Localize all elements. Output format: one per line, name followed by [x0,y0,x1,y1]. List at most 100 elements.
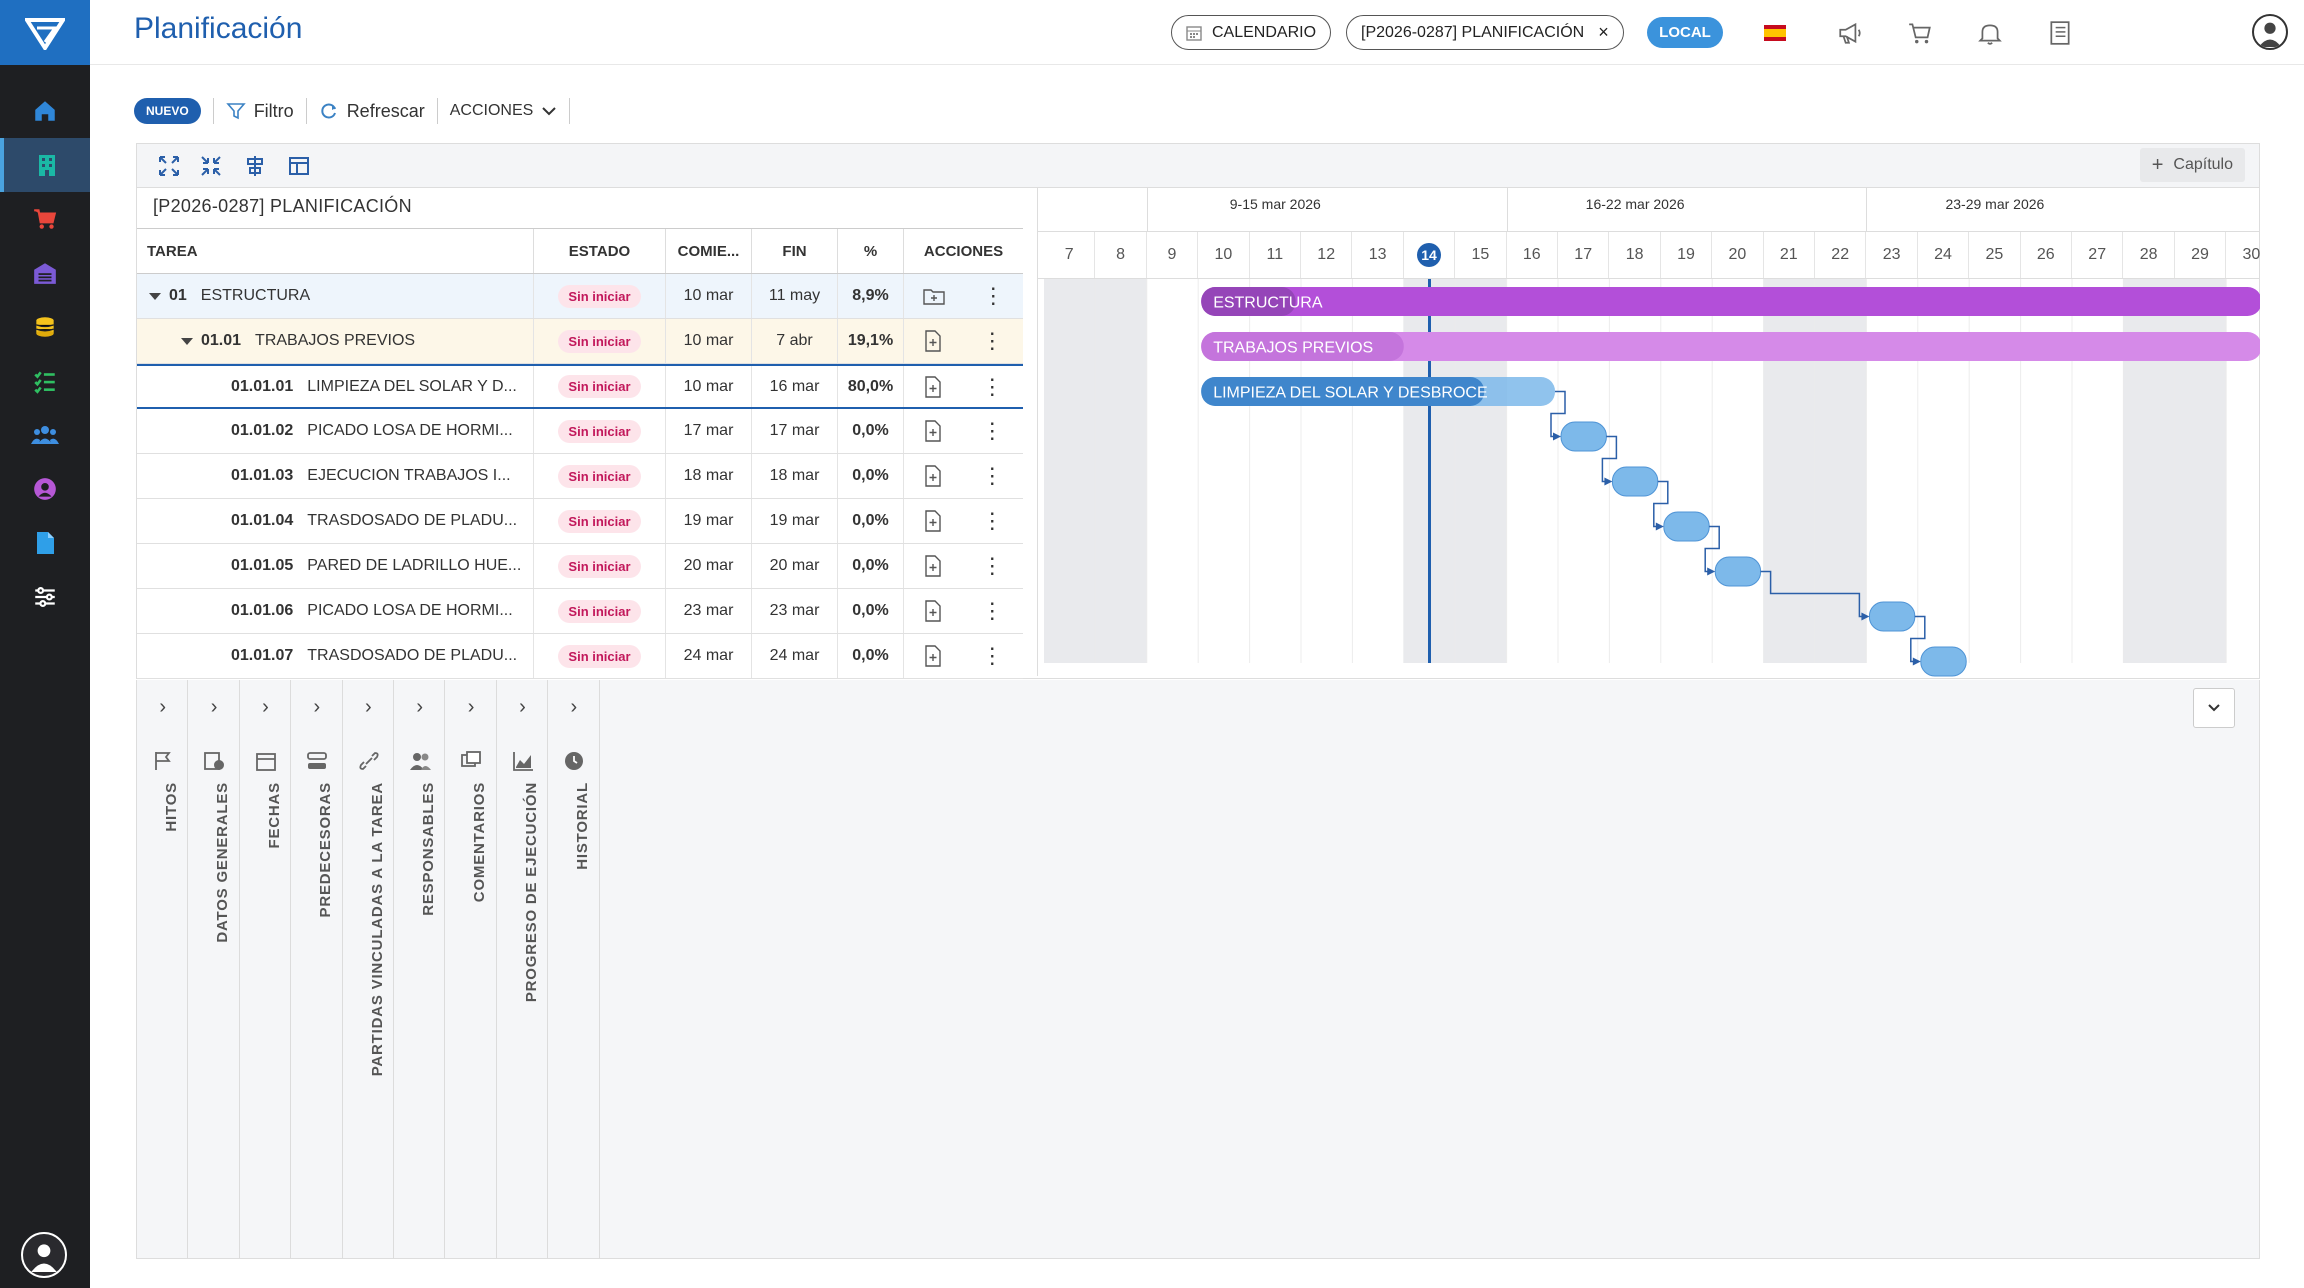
detail-tab-progreso-de-ejecución[interactable]: › PROGRESO DE EJECUCIÓN [497,680,549,1259]
col-header-estado[interactable]: ESTADO [534,229,666,273]
expand-caret-icon[interactable] [149,292,161,300]
splitter[interactable] [1037,188,1038,676]
detail-tab-responsables[interactable]: › RESPONSABLES [394,680,446,1259]
cell-tarea: 01.01.01 LIMPIEZA DEL SOLAR Y D... [137,366,534,407]
table-row[interactable]: 01.01.04 TRASDOSADO DE PLADU... Sin inicia… [137,499,1023,544]
sidebar-item-home[interactable] [0,84,90,138]
sidebar-item-finanzas[interactable] [0,300,90,354]
sidebar-item-contactos[interactable] [0,462,90,516]
cell-acciones: ⋮ [904,544,1023,588]
add-chapter-button[interactable]: + Capítulo [2139,148,2245,182]
chevron-right-icon[interactable]: › [159,696,167,718]
chevron-right-icon[interactable]: › [467,696,475,718]
language-selector[interactable] [1760,18,1790,48]
profile-avatar[interactable] [2252,14,2288,50]
filter-icon [225,103,246,120]
detail-tab-datos-generales[interactable]: › DATOS GENERALES [188,680,240,1259]
cart-button[interactable] [1905,18,1935,48]
more-options-icon[interactable]: ⋮ [981,553,1004,578]
add-document-icon[interactable] [924,465,942,487]
expand-caret-icon[interactable] [181,337,193,345]
sidebar-item-almacen[interactable] [0,246,90,300]
add-folder-icon[interactable] [923,287,945,305]
flag-icon [155,752,171,770]
calendar-chip[interactable]: CALENDARIO [1171,15,1332,50]
day-cell: 15 [1455,232,1507,278]
detail-tab-predecesoras[interactable]: › PREDECESORAS [291,680,343,1259]
top-bar: Planificación CALENDARIO [P2026-0287] PL… [90,0,2304,65]
table-row[interactable]: 01.01.03 EJECUCION TRABAJOS I... Sin inici… [137,454,1023,499]
sidebar-item-documentos[interactable] [0,516,90,570]
detail-tab-fechas[interactable]: › FECHAS [240,680,292,1259]
sidebar-item-tareas[interactable] [0,354,90,408]
chevron-right-icon[interactable]: › [570,696,578,718]
dependency-link [1910,615,1926,663]
col-header-fin[interactable]: FIN [752,229,838,273]
table-row[interactable]: 01.01.07 TRASDOSADO DE PLADU... Sin inicia… [137,634,1023,679]
chevron-right-icon[interactable]: › [313,696,321,718]
project-chip-label: [P2026-0287] PLANIFICACIÓN [1361,23,1585,41]
more-options-icon[interactable]: ⋮ [981,643,1004,668]
align-icon[interactable] [243,154,267,178]
chevron-right-icon[interactable]: › [416,696,424,718]
table-row[interactable]: 01.01.06 PICADO LOSA DE HORMI... Sin inici… [137,589,1023,634]
app-logo[interactable] [0,0,90,65]
table-row[interactable]: 01.01.01 LIMPIEZA DEL SOLAR Y D... Sin ini… [137,364,1023,409]
table-row[interactable]: 01.01.02 PICADO LOSA DE HORMI... Sin inici… [137,409,1023,454]
more-options-icon[interactable]: ⋮ [981,418,1004,443]
add-document-icon[interactable] [924,510,942,532]
more-options-icon[interactable]: ⋮ [981,328,1004,353]
refresh-button[interactable]: Refrescar [319,101,425,122]
chevron-right-icon[interactable]: › [210,696,218,718]
close-icon[interactable]: × [1598,22,1609,42]
user-avatar[interactable] [21,1232,67,1278]
expand-all-icon[interactable] [157,154,181,178]
sidebar [0,0,90,1288]
col-header-comienzo[interactable]: COMIE... [666,229,752,273]
sidebar-item-ajustes[interactable] [0,570,90,624]
table-row[interactable]: 01.01 TRABAJOS PREVIOS Sin iniciar 10 mar 7 … [137,319,1023,364]
collapse-panel-button[interactable] [2193,688,2235,728]
local-badge[interactable]: LOCAL [1647,17,1723,48]
detail-tab-label: HISTORIAL [574,782,592,870]
add-document-icon[interactable] [924,555,942,577]
sidebar-item-compras[interactable] [0,192,90,246]
more-options-icon[interactable]: ⋮ [982,283,1005,308]
table-row[interactable]: 01.01.05 PARED DE LADRILLO HUE... Sin inic… [137,544,1023,589]
more-options-icon[interactable]: ⋮ [981,373,1004,399]
col-header-tarea[interactable]: TAREA [137,229,534,273]
add-document-icon[interactable] [924,645,942,667]
announcements-button[interactable] [1835,18,1865,48]
collapse-all-icon[interactable] [199,154,223,178]
day-label: 26 [2036,246,2055,263]
notifications-button[interactable] [1975,18,2005,48]
detail-tab-hitos[interactable]: › HITOS [137,680,189,1259]
col-header-acciones[interactable]: ACCIONES [923,242,1004,260]
detail-tab-historial[interactable]: › HISTORIAL [548,680,600,1259]
sliders-icon [35,587,55,607]
chevron-right-icon[interactable]: › [262,696,269,718]
add-document-icon[interactable] [924,600,942,622]
divider [436,98,438,124]
document-icon [37,532,54,554]
more-options-icon[interactable]: ⋮ [981,463,1004,488]
add-document-icon[interactable] [924,375,942,398]
filter-button[interactable]: Filtro [225,101,294,122]
table-row[interactable]: 01 ESTRUCTURA Sin iniciar 10 mar 11 may 8,9% ⋮ [137,274,1023,319]
new-button[interactable]: NUEVO [134,98,201,124]
more-options-icon[interactable]: ⋮ [981,598,1004,623]
sidebar-item-equipos[interactable] [0,408,90,462]
detail-tab-partidas-vinculadas-a-la-tarea[interactable]: › PARTIDAS VINCULADAS A LA TAREA [343,680,394,1259]
detail-tab-comentarios[interactable]: › COMENTARIOS [445,680,497,1259]
notebook-button[interactable] [2045,18,2075,48]
layout-icon[interactable] [287,154,311,178]
col-header-pct[interactable]: % [838,229,904,273]
more-options-icon[interactable]: ⋮ [981,508,1004,533]
sidebar-item-obras[interactable] [0,138,90,192]
chevron-right-icon[interactable]: › [364,696,372,718]
project-chip[interactable]: [P2026-0287] PLANIFICACIÓN × [1346,15,1624,50]
add-document-icon[interactable] [924,330,942,352]
add-document-icon[interactable] [924,420,942,442]
chevron-right-icon[interactable]: › [519,696,526,718]
actions-dropdown[interactable]: ACCIONES [450,102,558,120]
